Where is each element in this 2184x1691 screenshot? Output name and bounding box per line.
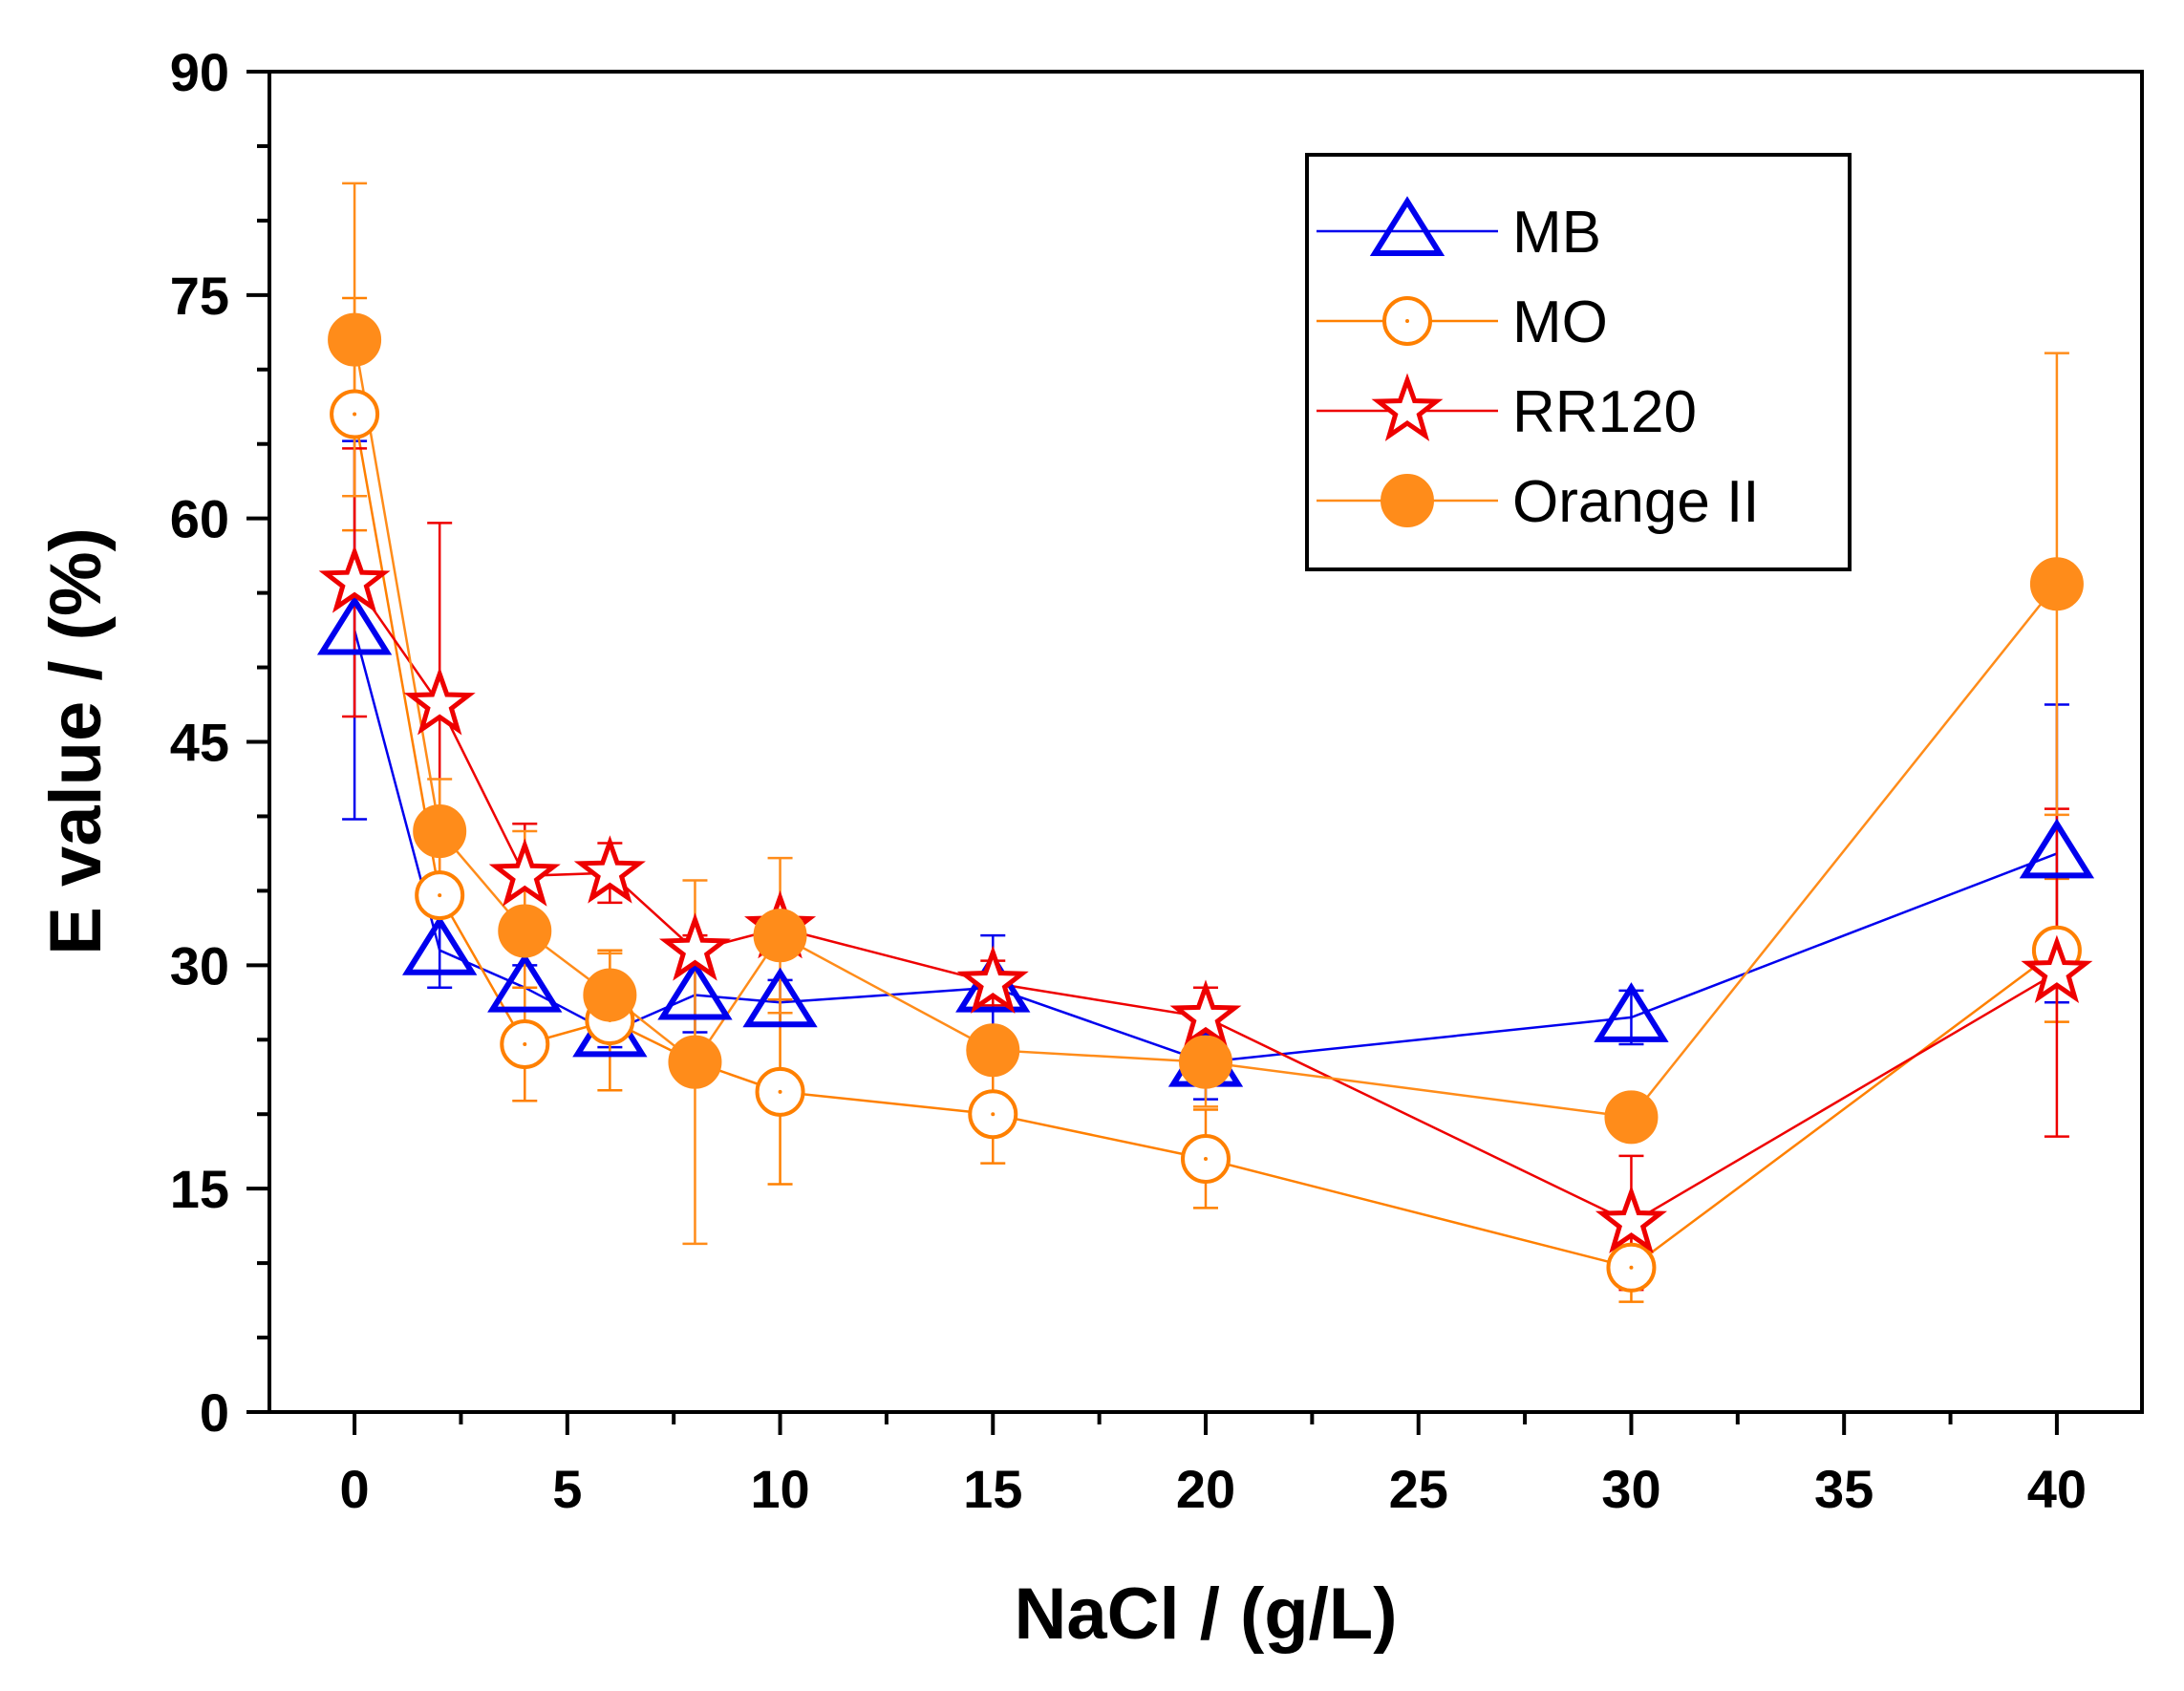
y-axis-title: E value / (%) — [35, 527, 117, 955]
data-point-rr120 — [1169, 979, 1242, 1048]
y-tick-label: 60 — [170, 489, 229, 549]
y-tick-label: 90 — [170, 42, 229, 102]
data-point-rr120 — [1595, 1185, 1668, 1253]
data-point-mb — [742, 967, 818, 1028]
plot-frame — [268, 70, 2144, 1414]
series-line-rr120 — [353, 581, 2058, 1225]
data-point-orange-ii — [583, 968, 637, 1022]
x-axis-title: NaCl / (g/L) — [1014, 1573, 1397, 1655]
x-tick-label: 10 — [750, 1459, 809, 1519]
x-tick-label: 0 — [340, 1459, 370, 1519]
data-point-mo — [500, 1018, 550, 1069]
legend: MB MO RR120 Orange II — [1305, 153, 1852, 571]
legend-label-mo: MO — [1512, 289, 1608, 355]
circle-dot — [1405, 319, 1409, 323]
data-point-orange-ii — [668, 1035, 722, 1089]
circle-dot — [523, 1041, 527, 1046]
data-point-orange-ii — [498, 904, 552, 958]
circle-dot — [1629, 1265, 1634, 1270]
circle-dot — [991, 1112, 996, 1117]
x-tick-label: 20 — [1176, 1459, 1235, 1519]
legend-marker-mo — [1382, 296, 1432, 346]
data-point-orange-ii — [1179, 1035, 1232, 1089]
legend-item-mo: MO — [1317, 289, 1608, 355]
data-point-orange-ii — [413, 804, 467, 859]
data-point-mo — [1181, 1133, 1231, 1184]
x-tick-label: 15 — [963, 1459, 1022, 1519]
data-point-mb — [487, 953, 563, 1013]
x-tick-label: 30 — [1601, 1459, 1660, 1519]
data-point-rr120 — [956, 945, 1029, 1014]
data-point-rr120 — [2021, 934, 2093, 1004]
legend-label-mb: MB — [1512, 200, 1601, 266]
legend-item-rr120: RR120 — [1317, 373, 1697, 445]
circle-dot — [353, 412, 357, 417]
data-point-mb — [657, 959, 733, 1020]
data-point-rr120 — [403, 667, 476, 736]
data-point-mb — [2019, 818, 2095, 879]
data-point-orange-ii — [966, 1023, 1020, 1078]
data-point-mo — [755, 1066, 805, 1117]
data-point-mb — [316, 594, 393, 655]
markers-orange-ii — [328, 312, 2084, 1145]
legend-marker-mb — [1369, 196, 1445, 256]
data-point-rr120 — [658, 912, 731, 981]
y-tick-label: 0 — [200, 1382, 229, 1443]
x-tick-label: 40 — [2027, 1459, 2087, 1519]
circle-dot — [1204, 1156, 1208, 1161]
x-tick-label: 25 — [1389, 1459, 1448, 1519]
data-point-orange-ii — [1604, 1090, 1659, 1145]
y-tick-label: 45 — [170, 713, 229, 773]
y-tick-label: 30 — [170, 935, 229, 995]
data-point-mo — [330, 389, 380, 439]
x-tick-label: 5 — [552, 1459, 582, 1519]
data-point-rr120 — [318, 545, 391, 613]
data-point-mb — [1594, 982, 1669, 1042]
legend-marker-orange-ii — [1381, 474, 1434, 527]
circle-dot — [778, 1089, 782, 1094]
data-point-orange-ii — [753, 909, 807, 963]
data-point-orange-ii — [2029, 557, 2084, 611]
series-line-mo — [353, 414, 2058, 1270]
series-layer — [316, 182, 2095, 1303]
legend-item-mb: MB — [1317, 196, 1601, 266]
circle-dot — [438, 893, 442, 898]
y-tick-label: 15 — [170, 1159, 229, 1219]
data-point-mo — [968, 1089, 1018, 1140]
y-tick-label: 75 — [170, 266, 229, 326]
legend-label-rr120: RR120 — [1512, 379, 1697, 445]
data-point-mo — [415, 870, 465, 921]
legend-label-orange-ii: Orange II — [1512, 469, 1759, 535]
data-point-orange-ii — [328, 312, 382, 367]
data-point-mo — [1606, 1242, 1657, 1293]
data-point-rr120 — [488, 838, 561, 907]
legend-marker-rr120 — [1371, 373, 1444, 441]
data-point-rr120 — [573, 835, 646, 904]
legend-item-orange-ii: Orange II — [1317, 469, 1759, 535]
x-tick-label: 35 — [1814, 1459, 1874, 1519]
ticks-layer: 0 5 10 15 20 25 30 35 40 0 15 30 45 60 75 90 — [170, 42, 2087, 1519]
data-point-mb — [402, 915, 478, 975]
series-line-orange-ii — [353, 339, 2058, 1119]
